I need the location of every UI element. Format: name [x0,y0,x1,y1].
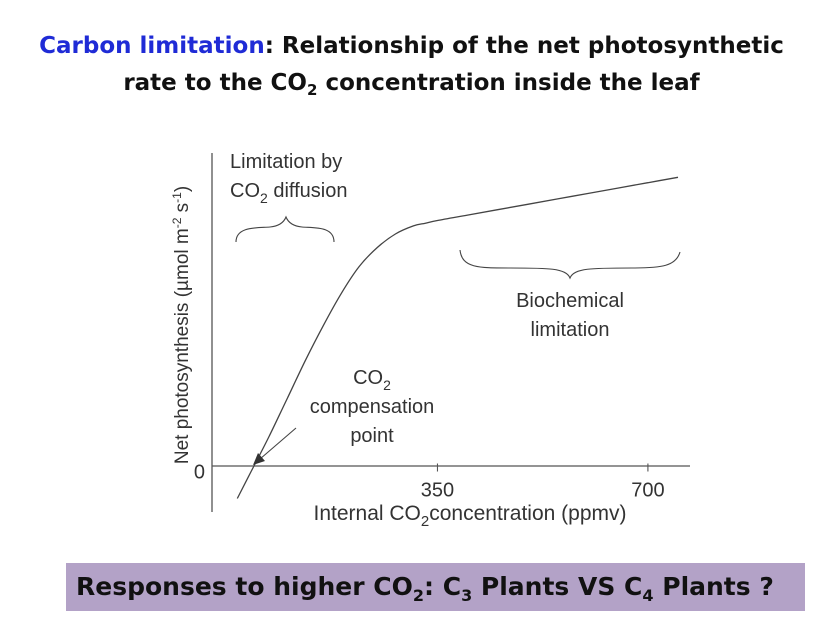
ylabel-sup1: -2 [170,217,184,228]
x-tick-label: 700 [631,480,664,502]
photosynthesis-curve [236,176,679,499]
banner-c: Plants VS C [472,572,643,601]
annotation-compensation-line1: CO2 [353,367,391,393]
title-part2b: concentration inside the leaf [317,70,700,96]
annotation-biochemical-line2: limitation [531,319,610,341]
ylabel-sup2: -1 [170,192,184,203]
compensation-arrow-head [253,453,265,465]
compensation-arrow-line [259,427,297,460]
ylabel-main: Net photosynthesis (µmol m [172,228,193,464]
title-lead: Carbon limitation [39,33,265,59]
banner-b-sub: 3 [461,586,473,605]
title-line-1: Carbon limitation: Relationship of the n… [0,28,823,65]
x-ticks: 350 700 [421,463,665,502]
annotation-biochemical-line1: Biochemical [516,290,624,312]
annotation-diffusion-line2: CO2 diffusion [230,180,347,206]
question-banner: Responses to higher CO2: C3 Plants VS C4… [66,563,805,611]
x-axis-label: Internal CO2concentration (ppmv) [314,502,627,530]
slide-title: Carbon limitation: Relationship of the n… [0,28,823,102]
banner-d: Plants ? [653,572,774,601]
xlabel-pre: Internal CO [314,502,421,525]
annotation-diffusion-line1: Limitation by [230,151,342,173]
title-line-2: rate to the CO2 concentration inside the… [0,65,823,102]
title-separator: : [264,33,274,59]
xlabel-post: concentration (ppmv) [429,502,626,525]
xlabel-sub: 2 [421,513,429,530]
brace-biochemical [459,249,681,280]
banner-c-sub: 4 [642,586,654,605]
banner-b: : C [424,572,462,601]
ylabel-end: ) [172,186,193,192]
y-tick-label: 0 [194,462,205,484]
x-tick-label: 350 [421,480,454,502]
photosynthesis-chart: 350 700 0 Net photosynthesis (µmol m-2 s-… [170,151,690,530]
banner-a: Responses to higher CO [76,572,413,601]
title-part2-sub: 2 [307,81,318,99]
title-part2a: rate to the CO [123,70,307,96]
title-part1: Relationship of the net photosynthetic [273,33,784,59]
ylabel-mid: s [172,203,193,218]
annotation-compensation-line2: compensation [310,396,435,418]
brace-diffusion [235,215,335,243]
banner-a-sub: 2 [412,586,424,605]
y-ticks: 0 [194,462,205,484]
y-axis-label: Net photosynthesis (µmol m-2 s-1) [170,186,193,464]
annotation-compensation-line3: point [350,425,394,447]
